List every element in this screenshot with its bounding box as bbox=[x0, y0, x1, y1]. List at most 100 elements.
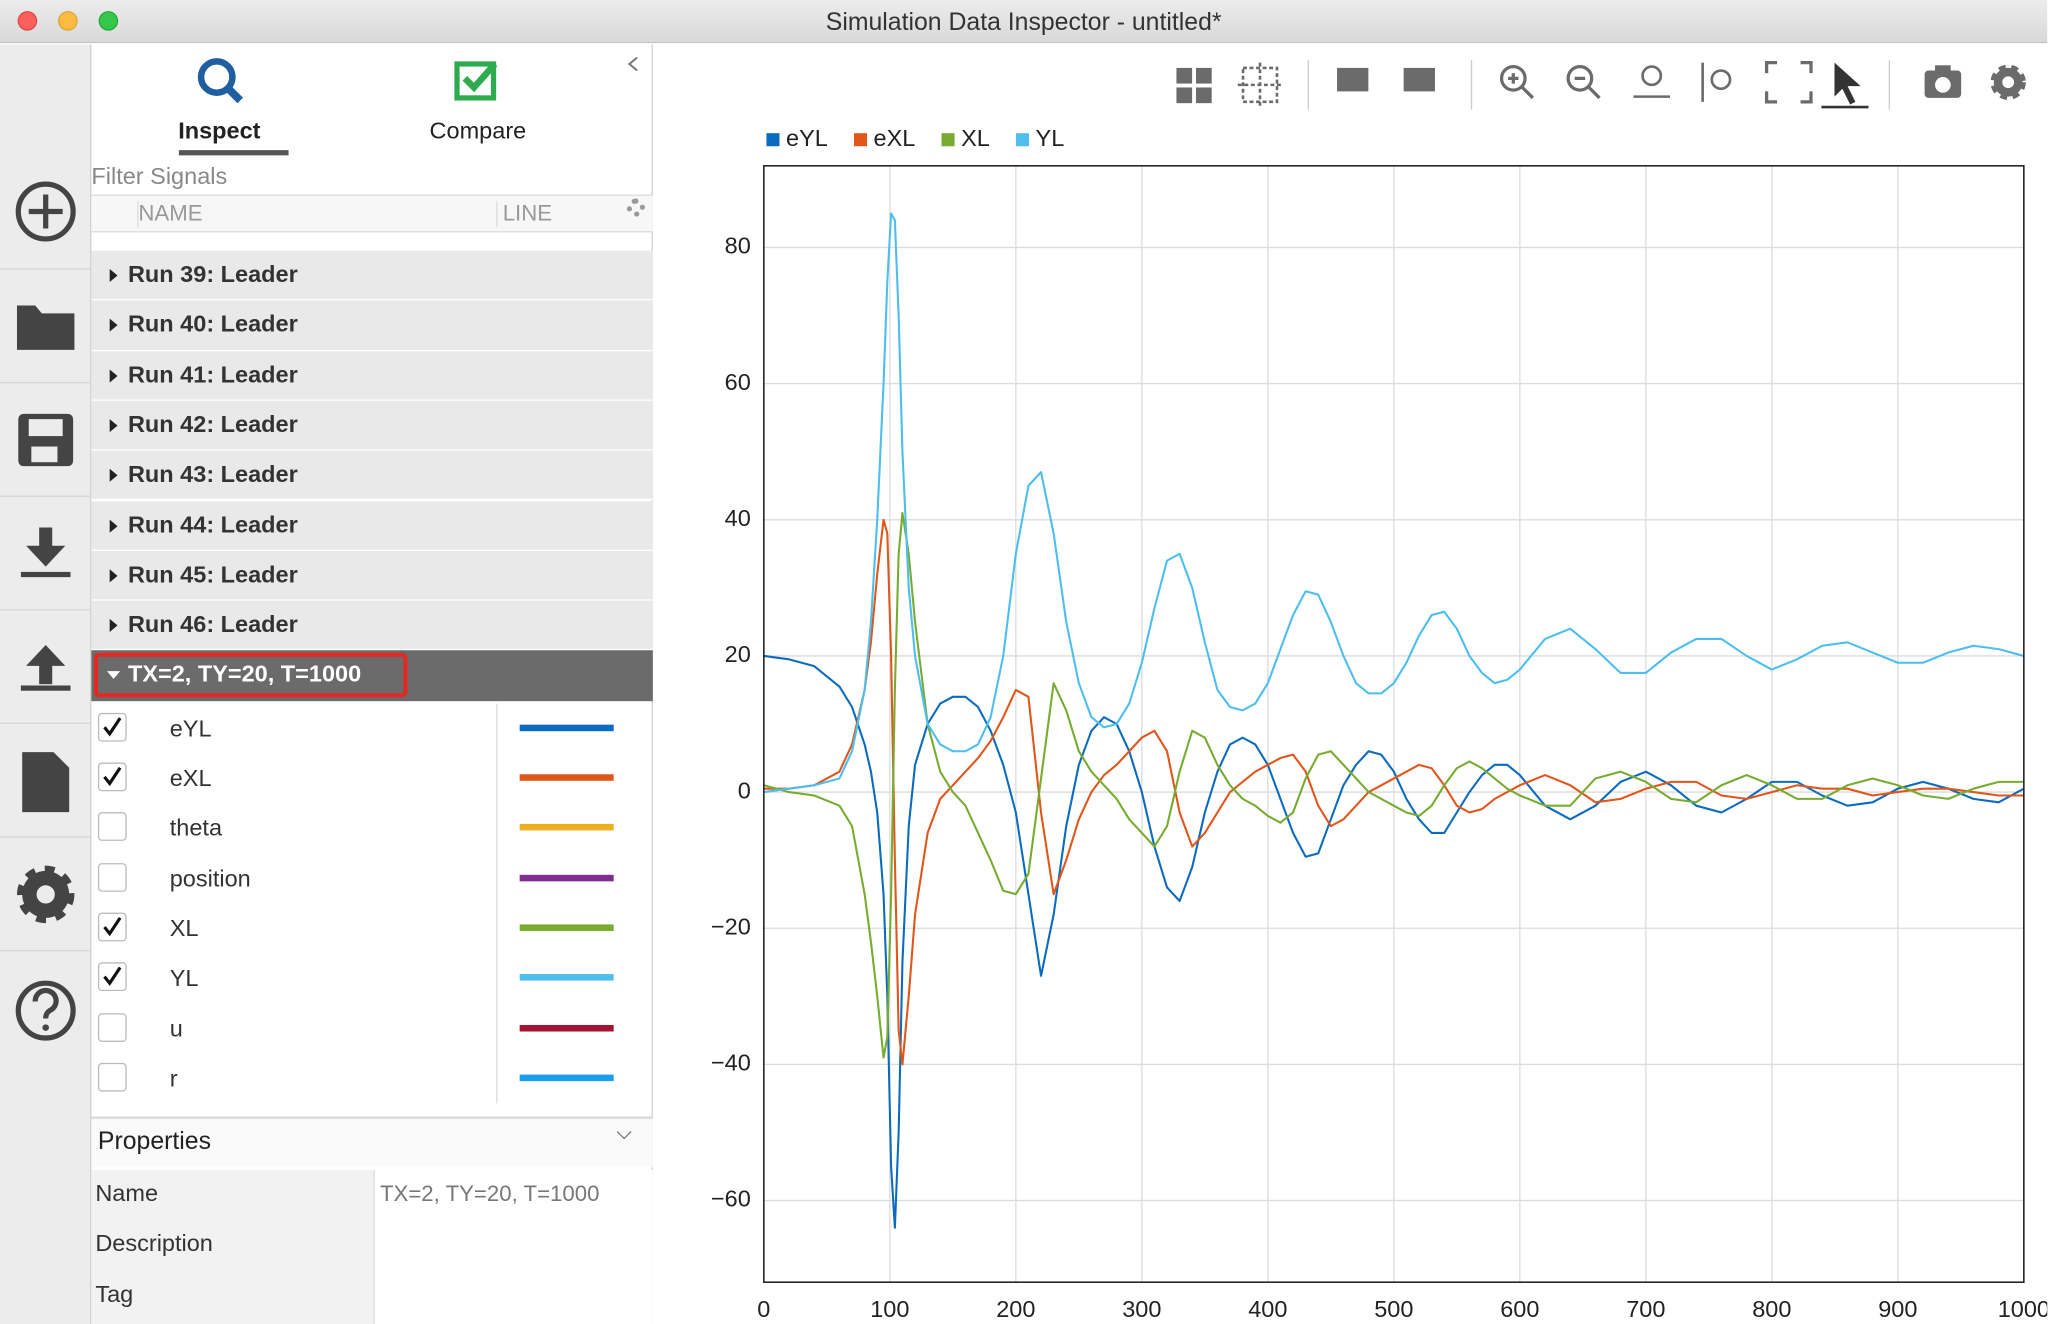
zoom-button[interactable] bbox=[98, 11, 119, 31]
y-tick-label: 0 bbox=[738, 777, 751, 803]
run-row[interactable]: Run 46: Leader bbox=[91, 600, 653, 651]
run-row[interactable]: Run 43: Leader bbox=[91, 450, 653, 501]
collapse-arrow bbox=[107, 671, 121, 680]
run-name: Run 43: Leader bbox=[127, 461, 298, 488]
property-label: Tag bbox=[95, 1280, 134, 1307]
column-name: NAME bbox=[137, 201, 203, 228]
cursor-icon[interactable] bbox=[1834, 62, 1861, 105]
signal-checkbox[interactable] bbox=[97, 1012, 127, 1042]
x-tick-label: 800 bbox=[1752, 1296, 1791, 1322]
x-tick-label: 1000 bbox=[1998, 1296, 2048, 1322]
document-icon[interactable] bbox=[22, 752, 70, 813]
signal-line-swatch[interactable] bbox=[519, 974, 614, 981]
window-controls bbox=[17, 11, 119, 31]
expand-arrow bbox=[109, 619, 118, 633]
signal-row: r bbox=[91, 1053, 652, 1103]
run-name: TX=2, TY=20, T=1000 bbox=[127, 661, 362, 688]
window-title: Simulation Data Inspector - untitled* bbox=[825, 9, 1222, 37]
selection-outline bbox=[94, 653, 408, 698]
check-mark bbox=[103, 916, 122, 937]
signal-checkbox[interactable] bbox=[97, 812, 127, 842]
minimize-button[interactable] bbox=[58, 11, 78, 31]
signal-name: eXL bbox=[169, 765, 212, 792]
tab-label[interactable]: Inspect bbox=[178, 117, 261, 144]
run-row[interactable]: Run 40: Leader bbox=[91, 300, 653, 351]
run-row[interactable]: Run 45: Leader bbox=[91, 550, 653, 601]
check-path bbox=[103, 716, 122, 737]
signal-checkbox[interactable] bbox=[97, 762, 127, 792]
signal-line-swatch[interactable] bbox=[519, 924, 614, 931]
signal-name: eYL bbox=[169, 715, 212, 742]
settings-icon[interactable] bbox=[16, 865, 75, 924]
y-tick-label: −60 bbox=[711, 1186, 751, 1212]
signal-checkbox[interactable] bbox=[97, 862, 127, 892]
subplot-2-icon[interactable] bbox=[1403, 67, 1435, 92]
preferences-icon[interactable] bbox=[1990, 64, 2026, 100]
run-name: Run 45: Leader bbox=[127, 561, 298, 588]
filter-input[interactable]: Filter Signals bbox=[91, 163, 228, 190]
zoom-in-icon[interactable] bbox=[1499, 64, 1535, 100]
expand-arrow bbox=[109, 519, 118, 533]
signal-row: theta bbox=[91, 803, 652, 853]
subplot-1-icon[interactable] bbox=[1337, 67, 1369, 92]
signal-checkbox[interactable] bbox=[97, 962, 127, 992]
properties-title: Properties bbox=[97, 1128, 212, 1156]
signal-line-swatch[interactable] bbox=[519, 824, 614, 831]
legend-swatch bbox=[853, 133, 868, 147]
x-tick-label: 900 bbox=[1878, 1296, 1917, 1322]
download-icon[interactable] bbox=[20, 527, 71, 578]
legend-swatch bbox=[1015, 133, 1030, 147]
fit-icon[interactable] bbox=[1764, 61, 1813, 104]
signal-line-swatch[interactable] bbox=[519, 874, 614, 881]
legend-swatch bbox=[766, 133, 780, 147]
expand-arrow bbox=[109, 368, 118, 383]
x-tick-label: 400 bbox=[1248, 1296, 1287, 1322]
x-tick-label: 500 bbox=[1374, 1296, 1413, 1322]
zoom-x-icon[interactable] bbox=[1633, 65, 1670, 98]
upload-icon[interactable] bbox=[20, 645, 71, 691]
grid-icon[interactable] bbox=[1237, 62, 1283, 108]
run-row[interactable]: Run 44: Leader bbox=[91, 500, 653, 551]
signal-line-swatch[interactable] bbox=[519, 1024, 614, 1031]
save-icon[interactable] bbox=[18, 413, 74, 467]
expand-arrow bbox=[109, 268, 118, 283]
signal-line-swatch[interactable] bbox=[519, 774, 614, 781]
toolbar bbox=[654, 44, 2047, 117]
properties-header bbox=[91, 1116, 653, 1168]
signal-checkbox[interactable] bbox=[97, 912, 127, 942]
x-tick-label: 300 bbox=[1122, 1296, 1161, 1322]
zoom-y-icon[interactable] bbox=[1701, 62, 1732, 102]
add-icon[interactable] bbox=[15, 181, 76, 242]
signal-name: theta bbox=[169, 815, 223, 842]
open-icon[interactable] bbox=[16, 305, 75, 350]
selected-run-row[interactable]: TX=2, TY=20, T=1000 bbox=[91, 650, 653, 701]
legend-swatch bbox=[941, 133, 955, 147]
zoom-out-icon[interactable] bbox=[1566, 64, 1601, 100]
inspect-icon[interactable] bbox=[197, 58, 244, 104]
signal-row: XL bbox=[91, 903, 652, 953]
signal-row: YL bbox=[91, 953, 652, 1003]
compare-icon[interactable] bbox=[454, 61, 498, 101]
column-header bbox=[91, 194, 653, 233]
series-line bbox=[763, 212, 2024, 794]
signal-line-swatch[interactable] bbox=[519, 1074, 614, 1081]
y-tick-label: 20 bbox=[725, 641, 751, 667]
signal-checkbox[interactable] bbox=[97, 712, 127, 742]
signal-checkbox[interactable] bbox=[97, 1062, 127, 1092]
series-line bbox=[763, 518, 2024, 1066]
tab-label[interactable]: Compare bbox=[429, 117, 527, 144]
run-row[interactable]: Run 41: Leader bbox=[91, 350, 653, 401]
run-row[interactable]: Run 39: Leader bbox=[91, 250, 653, 301]
properties-value-column bbox=[373, 1170, 653, 1324]
column-settings[interactable] bbox=[626, 198, 646, 217]
collapse-button[interactable] bbox=[627, 56, 638, 72]
close-button[interactable] bbox=[17, 11, 38, 31]
chart: 0 100 200 300 400 500 600 700 800 900 1000−60−40−2… bbox=[711, 125, 2048, 1322]
signal-line-swatch[interactable] bbox=[519, 724, 614, 731]
run-row[interactable]: Run 42: Leader bbox=[91, 400, 653, 451]
layout-icon[interactable] bbox=[1176, 67, 1212, 104]
help-icon[interactable] bbox=[15, 980, 76, 1041]
title-bar: Simulation Data Inspector - untitled* bbox=[0, 0, 2048, 44]
snapshot-icon[interactable] bbox=[1924, 65, 1962, 98]
